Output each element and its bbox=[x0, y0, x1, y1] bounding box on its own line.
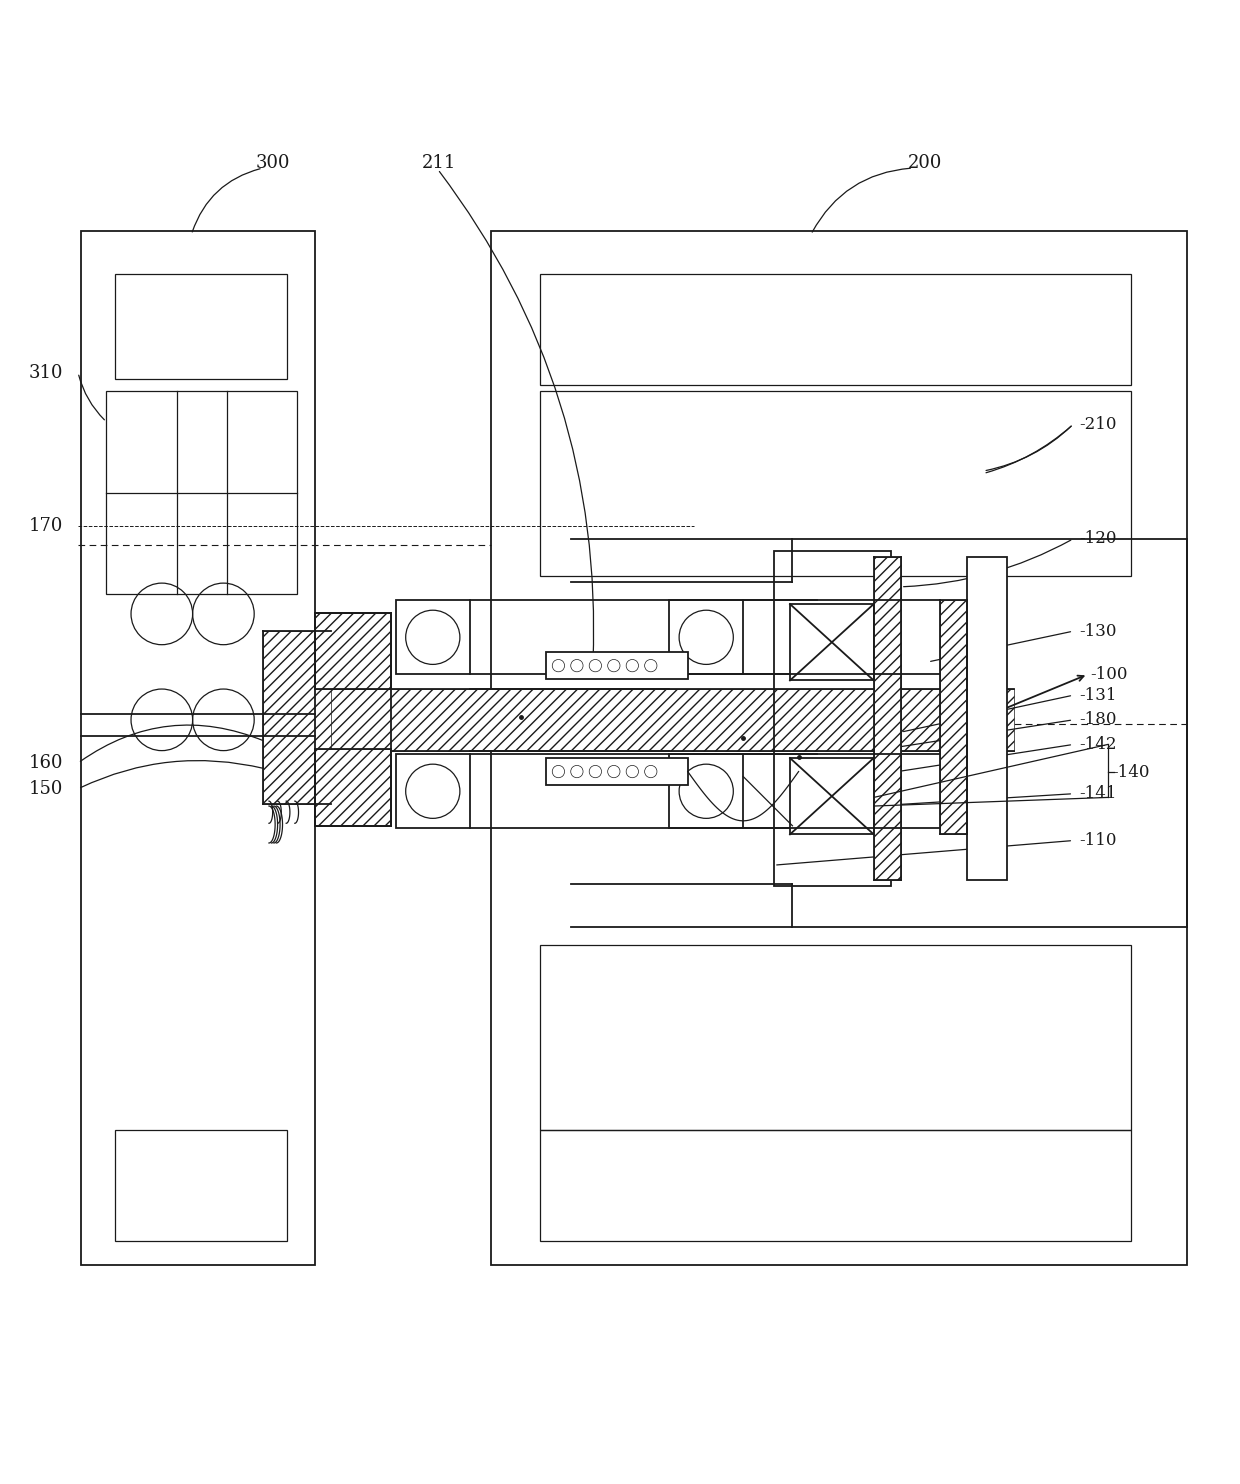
Text: -210: -210 bbox=[1079, 416, 1117, 433]
Bar bbox=[263, 631, 331, 803]
Bar bbox=[115, 275, 288, 378]
Bar bbox=[396, 754, 470, 828]
Text: -142: -142 bbox=[1079, 736, 1117, 752]
Bar bbox=[107, 390, 298, 594]
Bar bbox=[315, 613, 391, 689]
Bar bbox=[539, 945, 1131, 1129]
Bar bbox=[81, 232, 315, 1266]
Bar bbox=[539, 275, 1131, 384]
Bar bbox=[774, 551, 892, 886]
Text: 170: 170 bbox=[29, 518, 63, 536]
Text: 150: 150 bbox=[29, 779, 63, 798]
Text: 300: 300 bbox=[255, 154, 290, 172]
Bar bbox=[546, 651, 688, 680]
Bar bbox=[967, 558, 1007, 880]
Bar bbox=[396, 601, 470, 674]
Text: -130: -130 bbox=[1079, 623, 1117, 640]
Text: -100: -100 bbox=[1090, 666, 1128, 683]
Bar bbox=[790, 604, 874, 681]
Bar bbox=[491, 232, 1187, 1266]
Bar bbox=[874, 558, 900, 880]
Bar bbox=[315, 689, 1014, 751]
Bar bbox=[115, 1129, 288, 1241]
Bar bbox=[790, 758, 874, 834]
Bar bbox=[539, 390, 1131, 576]
Bar bbox=[315, 749, 391, 825]
Bar bbox=[315, 613, 391, 689]
Text: -120: -120 bbox=[1079, 530, 1117, 548]
Text: -141: -141 bbox=[1079, 785, 1117, 803]
Bar bbox=[940, 601, 967, 834]
Text: -180: -180 bbox=[1079, 711, 1117, 729]
Bar bbox=[315, 613, 391, 825]
Bar bbox=[940, 601, 967, 834]
Text: -140: -140 bbox=[1112, 764, 1151, 781]
Text: -131: -131 bbox=[1079, 687, 1117, 703]
Bar bbox=[670, 601, 743, 674]
Bar bbox=[263, 631, 331, 803]
Text: 160: 160 bbox=[29, 754, 63, 772]
Text: 211: 211 bbox=[422, 154, 456, 172]
Bar bbox=[874, 558, 900, 880]
Bar bbox=[670, 754, 743, 828]
Bar bbox=[315, 689, 1014, 751]
Text: 310: 310 bbox=[29, 364, 63, 381]
Bar bbox=[315, 749, 391, 825]
Bar bbox=[546, 758, 688, 785]
Bar bbox=[539, 1129, 1131, 1241]
Text: -110: -110 bbox=[1079, 833, 1117, 849]
Text: 200: 200 bbox=[908, 154, 942, 172]
